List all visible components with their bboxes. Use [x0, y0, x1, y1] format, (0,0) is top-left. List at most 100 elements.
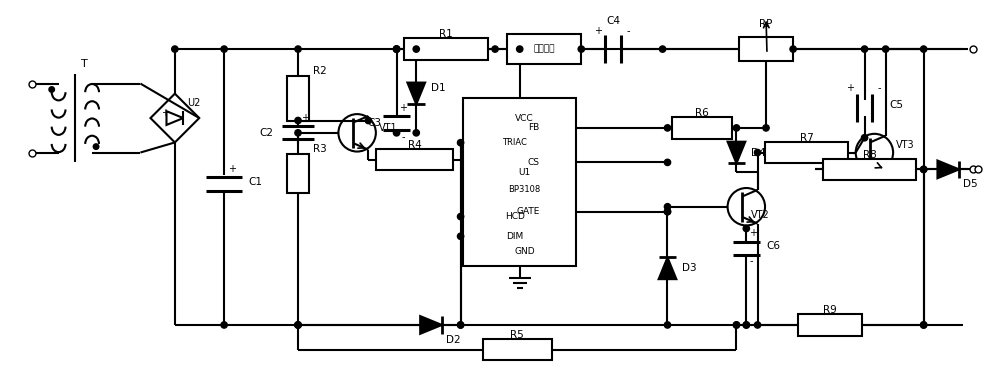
Circle shape [172, 46, 178, 52]
Text: -: - [878, 83, 881, 93]
Circle shape [295, 117, 301, 124]
Text: RP: RP [759, 20, 773, 29]
Text: C3: C3 [368, 118, 382, 128]
Bar [463, 98, 576, 266]
Circle shape [221, 46, 227, 52]
Text: 稳压电路: 稳压电路 [534, 44, 555, 54]
Text: +: + [400, 103, 408, 113]
Text: R2: R2 [313, 66, 327, 76]
Circle shape [457, 139, 464, 146]
Text: R1: R1 [439, 29, 453, 39]
Circle shape [457, 213, 464, 220]
Text: C2: C2 [259, 128, 273, 138]
Text: +: + [301, 113, 309, 123]
Circle shape [763, 125, 769, 131]
Circle shape [743, 322, 749, 328]
Text: R7: R7 [800, 133, 813, 143]
Circle shape [921, 322, 927, 328]
Circle shape [393, 46, 400, 52]
Circle shape [921, 46, 927, 52]
Circle shape [790, 46, 796, 52]
Text: R6: R6 [695, 108, 709, 118]
Text: T: T [81, 59, 88, 69]
Text: -: - [749, 256, 753, 266]
Text: R4: R4 [408, 140, 421, 150]
Circle shape [921, 166, 927, 173]
Circle shape [664, 125, 671, 131]
Bar [798, 314, 862, 336]
Text: GATE: GATE [516, 207, 539, 216]
Circle shape [921, 166, 927, 173]
Circle shape [295, 322, 301, 328]
Text: C4: C4 [606, 17, 620, 26]
Circle shape [295, 322, 301, 328]
Text: -: - [401, 132, 405, 142]
Text: TRIAC: TRIAC [502, 138, 527, 147]
Circle shape [733, 322, 740, 328]
Bar [507, 34, 581, 64]
Text: R8: R8 [863, 150, 876, 159]
Circle shape [882, 46, 889, 52]
Circle shape [754, 322, 761, 328]
Circle shape [664, 208, 671, 215]
Polygon shape [728, 142, 745, 163]
Text: VT1: VT1 [379, 123, 397, 133]
Circle shape [393, 46, 400, 52]
Text: +: + [846, 83, 854, 93]
Circle shape [365, 117, 372, 124]
Circle shape [664, 204, 671, 210]
Circle shape [93, 144, 99, 149]
Circle shape [492, 46, 498, 52]
Circle shape [393, 46, 400, 52]
Circle shape [861, 135, 868, 141]
Circle shape [664, 322, 671, 328]
Text: R9: R9 [823, 305, 837, 315]
Text: C1: C1 [249, 177, 263, 187]
Text: C5: C5 [889, 100, 903, 110]
Circle shape [457, 322, 464, 328]
Circle shape [49, 87, 54, 92]
Polygon shape [659, 257, 676, 279]
Text: C6: C6 [766, 241, 780, 251]
Circle shape [295, 46, 301, 52]
Circle shape [733, 322, 740, 328]
Circle shape [659, 46, 666, 52]
Circle shape [861, 46, 868, 52]
Circle shape [393, 130, 400, 136]
Text: VT2: VT2 [751, 210, 770, 220]
Bar [404, 38, 488, 60]
Circle shape [221, 322, 227, 328]
Circle shape [578, 46, 584, 52]
Circle shape [457, 322, 464, 328]
Text: FB: FB [528, 123, 539, 132]
Text: DIM: DIM [506, 232, 523, 241]
Circle shape [517, 46, 523, 52]
Text: +: + [749, 228, 757, 238]
Bar [376, 149, 453, 170]
Polygon shape [407, 83, 425, 104]
Bar [823, 159, 916, 180]
Circle shape [733, 125, 740, 131]
Polygon shape [937, 161, 959, 178]
Text: U1: U1 [519, 168, 531, 177]
Circle shape [295, 322, 301, 328]
Circle shape [295, 130, 301, 136]
Text: R5: R5 [510, 330, 524, 340]
Text: CS: CS [527, 158, 539, 167]
Text: HCD: HCD [505, 212, 525, 221]
Polygon shape [420, 316, 442, 334]
Circle shape [754, 149, 761, 156]
Bar [739, 37, 793, 61]
Bar [765, 142, 848, 163]
Text: GND: GND [514, 247, 535, 256]
Text: D4: D4 [751, 147, 766, 158]
Circle shape [743, 225, 749, 231]
Bar [287, 76, 309, 121]
Bar [483, 339, 552, 360]
Circle shape [921, 322, 927, 328]
Text: BP3108: BP3108 [509, 185, 541, 195]
Text: VCC: VCC [515, 113, 534, 123]
Circle shape [664, 208, 671, 215]
Text: D1: D1 [431, 83, 446, 93]
Circle shape [413, 46, 419, 52]
